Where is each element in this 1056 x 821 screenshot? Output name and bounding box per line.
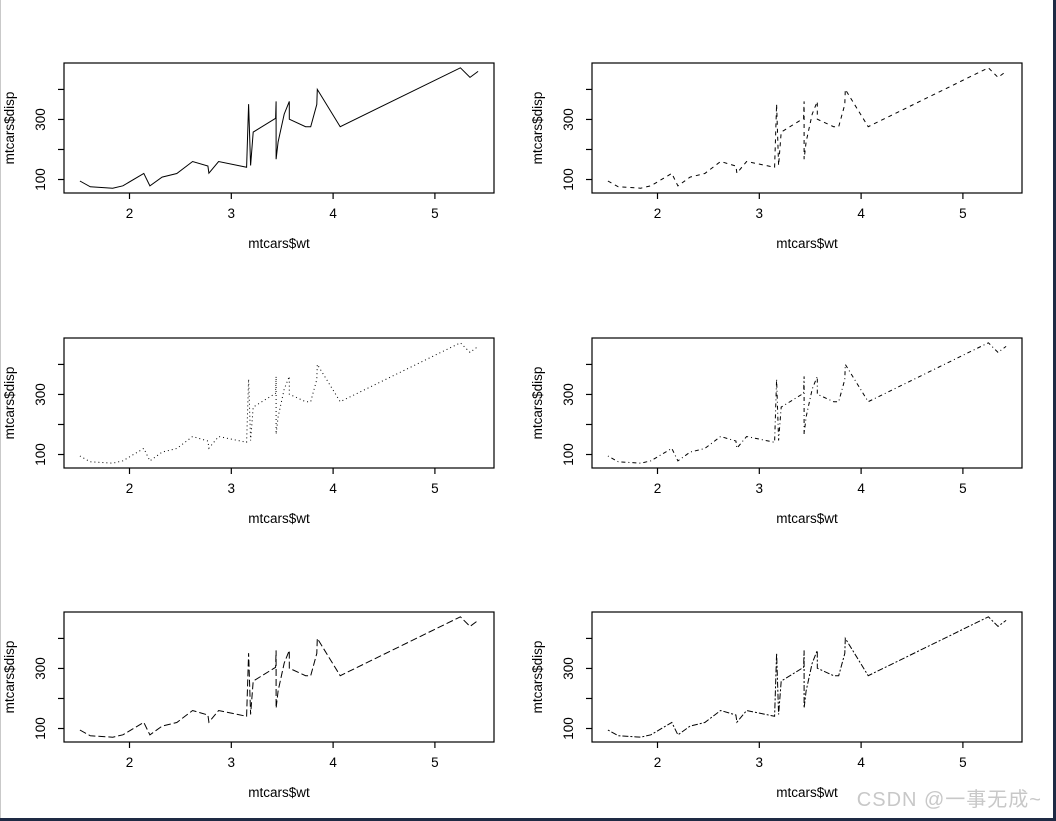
x-tick-label: 4 (329, 481, 337, 496)
x-tick-label: 5 (959, 206, 967, 221)
x-tick-label: 5 (959, 755, 967, 770)
y-tick-label: 300 (33, 108, 48, 131)
y-axis-label: mtcars$disp (530, 641, 545, 714)
y-axis-label: mtcars$disp (530, 92, 545, 165)
x-tick-label: 2 (126, 481, 134, 496)
x-tick-label: 2 (126, 206, 134, 221)
y-axis-label: mtcars$disp (530, 367, 545, 440)
x-axis-label: mtcars$wt (776, 236, 838, 251)
x-tick-label: 3 (756, 481, 764, 496)
y-tick-label: 300 (33, 657, 48, 680)
y-tick-label: 100 (561, 443, 576, 466)
plot-box (63, 611, 495, 743)
plot-box (591, 62, 1023, 194)
x-tick-label: 2 (654, 206, 662, 221)
y-tick-label: 100 (33, 717, 48, 740)
x-tick-label: 4 (857, 481, 865, 496)
y-tick-label: 100 (561, 717, 576, 740)
window-edge-bottom (0, 818, 1056, 821)
x-tick-label: 4 (857, 206, 865, 221)
y-tick-label: 300 (561, 108, 576, 131)
x-tick-label: 4 (857, 755, 865, 770)
x-tick-label: 3 (228, 755, 236, 770)
plot-box (63, 62, 495, 194)
x-axis-label: mtcars$wt (776, 511, 838, 526)
y-tick-label: 100 (561, 168, 576, 191)
x-tick-label: 3 (228, 481, 236, 496)
plot-panel-dotted: 2 3 4 5 100 300 mtcars$wt mtcars$disp (2, 337, 495, 526)
x-tick-label: 4 (329, 206, 337, 221)
plot-box (63, 337, 495, 469)
data-line-longdash (79, 616, 479, 738)
y-tick-label: 300 (561, 383, 576, 406)
y-tick-label: 300 (33, 383, 48, 406)
plot-panel-dotdash: 2 3 4 5 100 300 mtcars$wt mtcars$disp (530, 337, 1023, 526)
y-tick-label: 100 (33, 443, 48, 466)
y-axis-label: mtcars$disp (2, 367, 17, 440)
plot-box (591, 611, 1023, 743)
data-line-dashed (607, 67, 1007, 189)
x-axis-label: mtcars$wt (248, 236, 310, 251)
x-tick-label: 2 (126, 755, 134, 770)
plot-panel-longdash: 2 3 4 5 100 300 mtcars$wt mtcars$disp (2, 611, 495, 800)
x-tick-label: 2 (654, 481, 662, 496)
plot-panel-twodash: 2 3 4 5 100 300 mtcars$wt mtcars$disp (530, 611, 1023, 800)
window-edge-left (0, 0, 1, 821)
x-tick-label: 5 (959, 481, 967, 496)
y-axis-label: mtcars$disp (2, 92, 17, 165)
x-axis-label: mtcars$wt (248, 511, 310, 526)
plot-panel-solid: 2 3 4 5 100 300 mtcars$wt mtcars$disp (2, 62, 495, 251)
x-tick-label: 5 (431, 481, 439, 496)
plot-box (591, 337, 1023, 469)
csdn-watermark: CSDN @一事无成~ (856, 789, 1042, 811)
x-tick-label: 4 (329, 755, 337, 770)
x-axis-label: mtcars$wt (776, 785, 838, 800)
data-line-twodash (607, 616, 1007, 738)
plot-panel-dashed: 2 3 4 5 100 300 mtcars$wt mtcars$disp (530, 62, 1023, 251)
x-tick-label: 2 (654, 755, 662, 770)
x-tick-label: 3 (756, 755, 764, 770)
data-line-dotted (79, 342, 479, 464)
y-tick-label: 100 (33, 168, 48, 191)
x-tick-label: 3 (228, 206, 236, 221)
y-tick-label: 300 (561, 657, 576, 680)
x-axis-label: mtcars$wt (248, 785, 310, 800)
data-line-solid (79, 67, 479, 189)
data-line-dotdash (607, 342, 1007, 464)
window-edge-right (1053, 0, 1056, 821)
y-axis-label: mtcars$disp (2, 641, 17, 714)
x-tick-label: 5 (431, 755, 439, 770)
x-tick-label: 3 (756, 206, 764, 221)
x-tick-label: 5 (431, 206, 439, 221)
